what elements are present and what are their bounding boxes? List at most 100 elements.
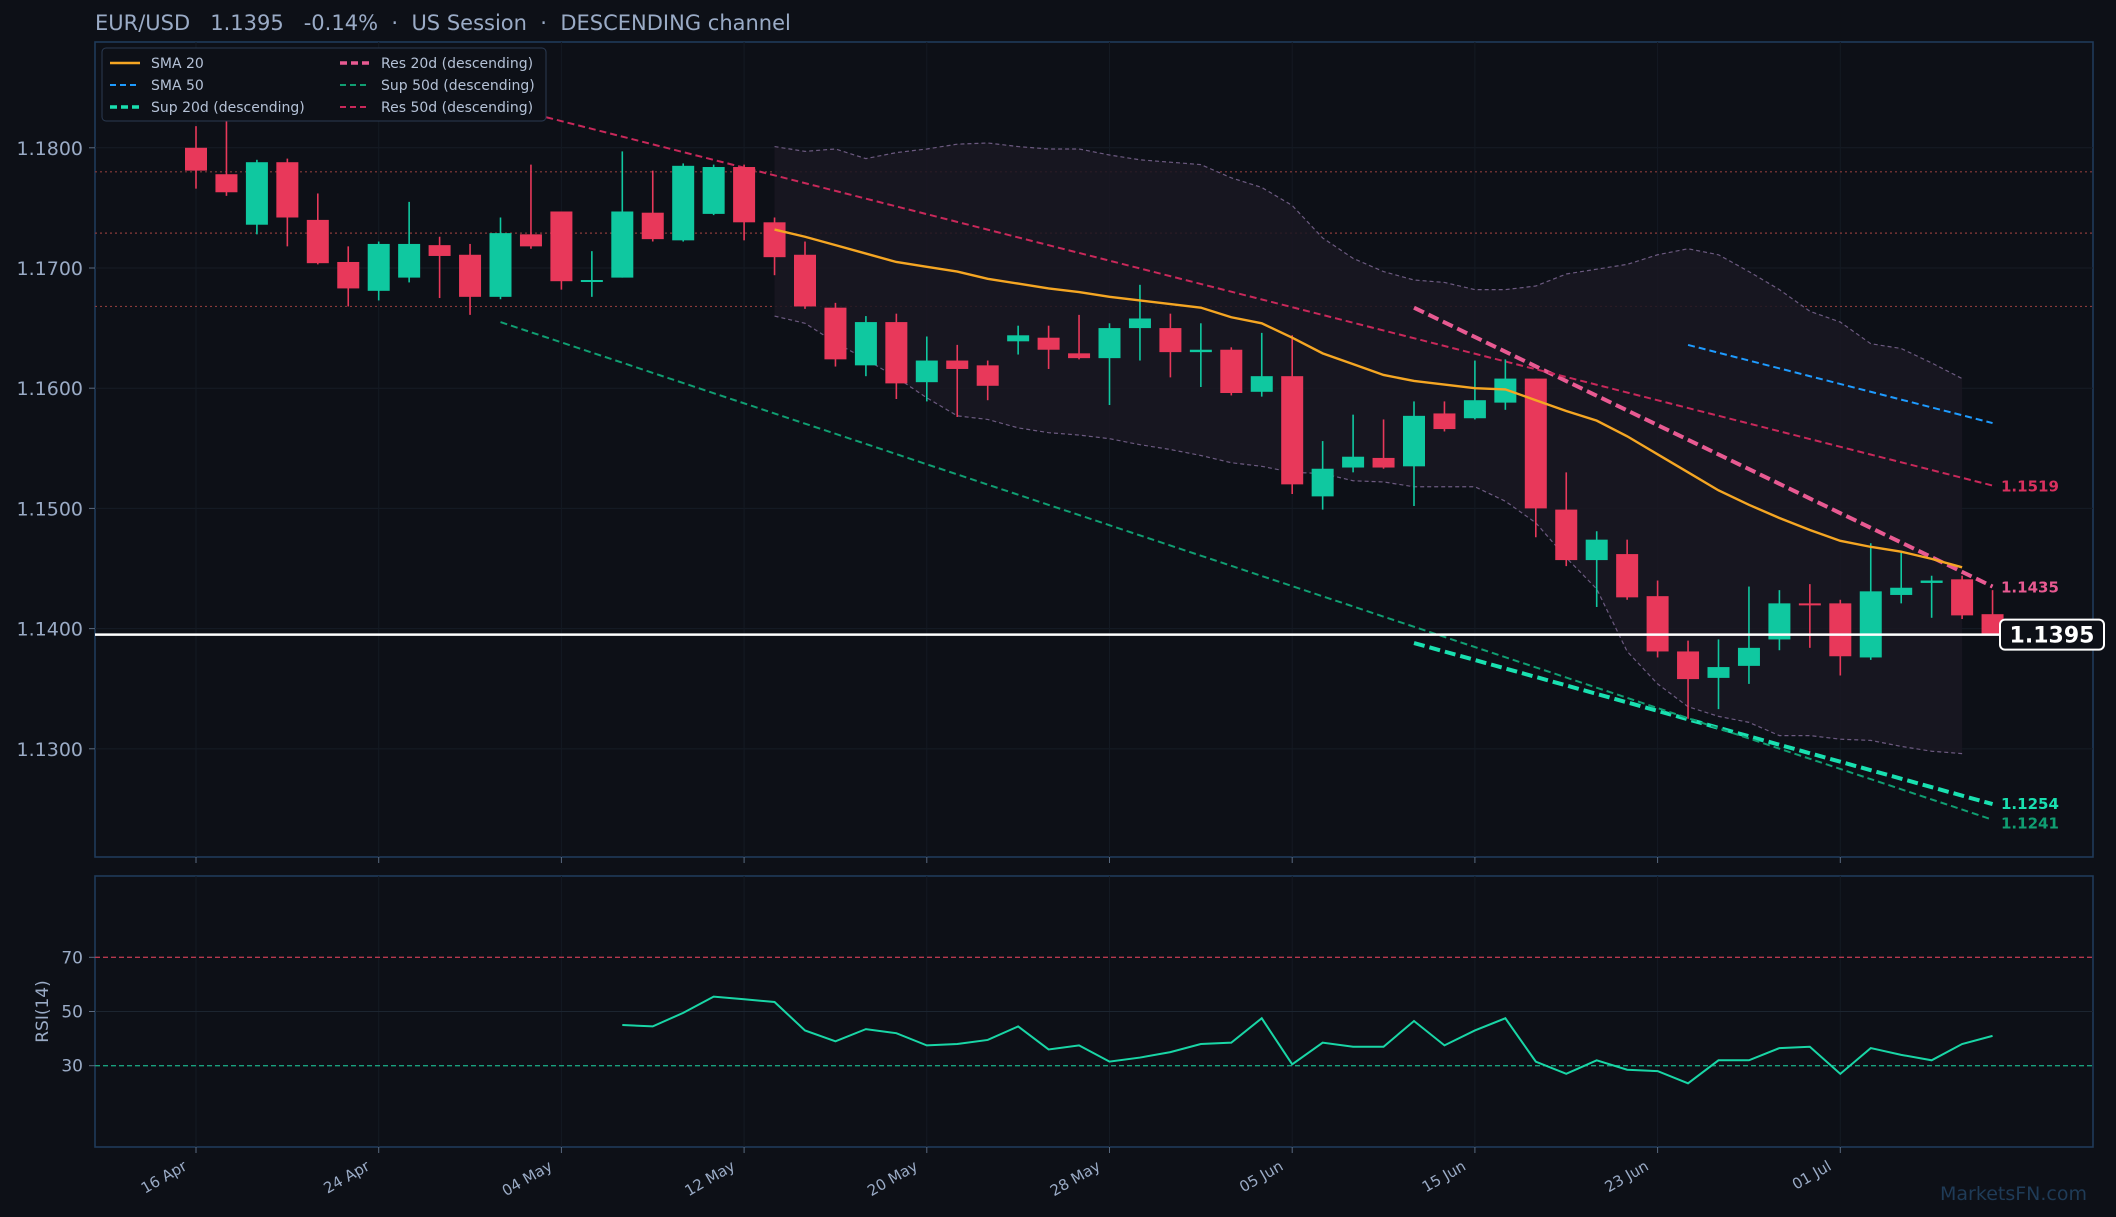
candle-body <box>1403 415 1425 467</box>
candle-body <box>1646 596 1669 652</box>
rsi-line <box>622 995 1993 1085</box>
legend-label: SMA 50 <box>151 78 204 94</box>
candle-body <box>1677 651 1700 680</box>
candle-body <box>489 233 512 297</box>
candle-body <box>580 280 603 283</box>
candle-body <box>1920 580 1943 583</box>
price-tick-label: 1.1400 <box>17 619 83 641</box>
legend-label: Sup 50d (descending) <box>381 78 535 94</box>
candle-body <box>1463 400 1486 419</box>
candle-body <box>702 167 725 214</box>
change-label: -0.14% <box>303 11 379 35</box>
candle-body <box>915 360 938 383</box>
candle-body <box>1311 468 1334 497</box>
candle-body <box>1342 456 1365 468</box>
candle-body <box>854 322 877 366</box>
candle-body <box>459 254 482 297</box>
trendline-res-20d-descending <box>1413 305 1994 589</box>
price-tick-label: 1.1800 <box>17 138 83 160</box>
candle-body <box>1798 603 1821 606</box>
pair-label: EUR/USD <box>95 11 191 35</box>
candle-body <box>611 211 634 278</box>
candle-body <box>1372 457 1395 468</box>
rsi-tick-label: 50 <box>61 1003 83 1023</box>
time-tick-label: 20 May <box>864 1157 921 1200</box>
candle-body <box>1859 591 1882 658</box>
line-end-label: 1.1519 <box>2001 478 2059 496</box>
bollinger-lower-line <box>774 315 1963 755</box>
candle-body <box>519 234 542 247</box>
channel-label: DESCENDING channel <box>560 11 791 35</box>
candle-body <box>1433 413 1456 430</box>
candle-body <box>1128 318 1151 329</box>
sma20-line <box>774 228 1963 569</box>
rsi-tick-label: 30 <box>61 1057 83 1077</box>
time-tick-label: 16 Apr <box>138 1156 191 1197</box>
current-price-badge <box>1999 618 2105 651</box>
legend-label: Res 50d (descending) <box>381 100 533 116</box>
candle-body <box>428 245 451 256</box>
price-tick-label: 1.1700 <box>17 258 83 280</box>
line-end-label: 1.1254 <box>2001 795 2059 813</box>
candle-body <box>1281 376 1304 485</box>
candle-body <box>1616 554 1639 598</box>
trendline-sup-50d-descending <box>500 321 1993 821</box>
price-tick-label: 1.1300 <box>17 739 83 761</box>
session-label: US Session <box>411 11 527 35</box>
candle-body <box>641 212 664 240</box>
candle-body <box>1707 667 1730 678</box>
candle-body <box>824 307 847 360</box>
rsi-axis-label: RSI(14) <box>33 980 53 1043</box>
candle-body <box>1951 579 1974 616</box>
trendline-sma-50 <box>1687 343 1993 425</box>
candle-body <box>306 219 329 264</box>
time-tick-label: 24 Apr <box>321 1156 374 1197</box>
trendline-res-50d-descending <box>439 89 1993 487</box>
candle-body <box>245 162 268 225</box>
time-tick-label: 15 Jun <box>1419 1157 1469 1196</box>
separator: · <box>391 11 399 35</box>
candle-body <box>367 243 390 291</box>
candle-body <box>398 243 421 278</box>
price-panel-frame <box>94 41 2094 858</box>
time-tick-label: 12 May <box>682 1157 739 1200</box>
candle-body <box>337 261 360 289</box>
candle-body <box>1159 328 1182 353</box>
candle-body <box>1250 376 1273 392</box>
line-end-label: 1.1435 <box>2001 579 2059 597</box>
candle-body <box>1524 378 1547 509</box>
candle-body <box>1007 335 1030 342</box>
rsi-tick-label: 70 <box>61 948 83 968</box>
candle-body <box>1068 353 1091 359</box>
time-tick-label: 04 May <box>499 1157 556 1200</box>
legend-box <box>101 47 547 122</box>
separator: · <box>540 11 547 35</box>
price-tick-label: 1.1500 <box>17 498 83 520</box>
candle-body <box>276 162 299 218</box>
price-tick-label: 1.1600 <box>17 378 83 400</box>
candle-body <box>1037 337 1060 350</box>
time-tick-label: 28 May <box>1047 1157 1104 1200</box>
candle-body <box>550 211 573 282</box>
current-price-label: 1.1395 <box>2010 624 2095 649</box>
watermark: MarketsFN.com <box>1940 1183 2087 1205</box>
candle-body <box>733 167 756 223</box>
time-tick-label: 01 Jul <box>1789 1157 1834 1194</box>
candle-body <box>1829 603 1852 657</box>
candle-body <box>185 147 207 171</box>
candle-body <box>1890 587 1913 595</box>
price-label: 1.1395 <box>210 11 284 35</box>
candle-body <box>1981 614 2004 635</box>
legend-label: SMA 20 <box>151 56 204 72</box>
candle-body <box>946 360 969 369</box>
candle-body <box>1768 603 1791 640</box>
candle-body <box>1098 328 1121 359</box>
candle-body <box>794 254 816 307</box>
candle-body <box>1189 349 1212 353</box>
candle-body <box>1555 509 1578 561</box>
bollinger-band-fill <box>774 142 1963 754</box>
trendline-sup-20d-descending <box>1413 641 1994 807</box>
candle-body <box>1737 647 1760 666</box>
line-end-label: 1.1241 <box>2001 815 2059 833</box>
